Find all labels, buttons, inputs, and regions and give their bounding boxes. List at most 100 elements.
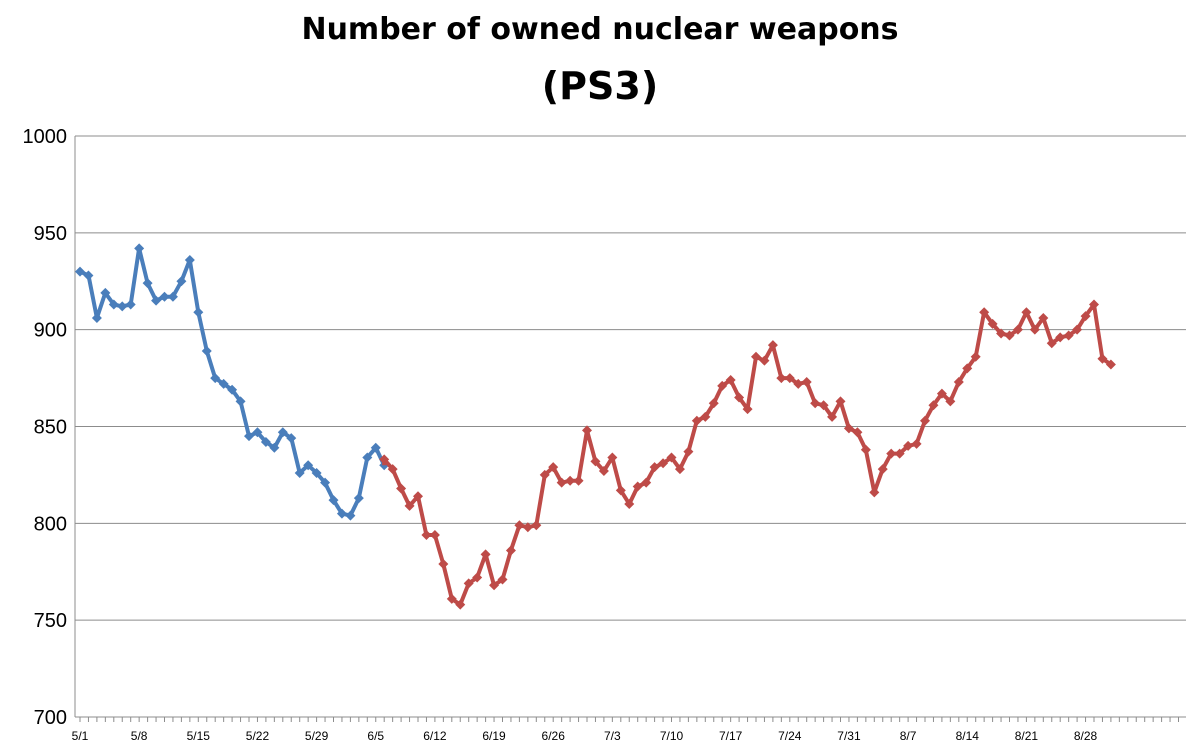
- y-tick-label: 800: [34, 513, 67, 535]
- data-point: [793, 378, 804, 389]
- y-tick-label: 750: [34, 610, 67, 632]
- data-point: [615, 485, 626, 496]
- data-point: [345, 510, 356, 521]
- data-point: [920, 415, 930, 426]
- data-point: [167, 291, 178, 302]
- data-point: [1004, 330, 1015, 341]
- data-point: [911, 438, 922, 449]
- data-point: [776, 373, 787, 384]
- data-point: [286, 433, 297, 444]
- data-point: [1012, 324, 1023, 335]
- data-point: [987, 318, 998, 329]
- data-point: [928, 400, 939, 411]
- y-tick-label: 700: [34, 707, 67, 729]
- data-point: [362, 452, 373, 463]
- data-point: [446, 593, 457, 604]
- x-tick-label: 5/1: [72, 729, 89, 743]
- chart-title-line2: (PS3): [541, 64, 659, 108]
- data-point: [311, 467, 322, 478]
- data-point: [683, 446, 694, 457]
- x-tick-label: 6/19: [482, 729, 506, 743]
- data-point: [370, 442, 381, 453]
- data-point: [573, 475, 584, 486]
- x-tick-label: 6/5: [367, 729, 384, 743]
- data-point: [108, 299, 119, 310]
- data-point: [539, 469, 550, 480]
- data-point: [869, 487, 880, 498]
- data-point: [413, 491, 423, 502]
- x-tick-label: 8/7: [900, 729, 917, 743]
- data-point: [353, 493, 364, 504]
- data-point: [886, 448, 897, 459]
- data-point: [497, 574, 508, 585]
- x-tick-label: 7/24: [778, 729, 802, 743]
- data-point: [193, 307, 204, 318]
- data-point: [184, 254, 195, 265]
- data-point: [801, 376, 812, 387]
- data-point: [751, 351, 761, 362]
- data-point: [336, 508, 347, 519]
- data-point: [1097, 353, 1108, 364]
- x-tick-label: 8/21: [1015, 729, 1039, 743]
- data-point: [894, 448, 905, 459]
- data-point: [142, 278, 153, 289]
- x-tick-label: 7/17: [719, 729, 743, 743]
- data-point: [717, 380, 728, 391]
- data-point: [1063, 330, 1074, 341]
- data-point: [455, 599, 466, 610]
- data-point: [514, 520, 525, 531]
- data-point: [852, 427, 863, 438]
- data-point: [244, 431, 254, 442]
- data-point: [734, 392, 745, 403]
- data-point: [860, 444, 871, 455]
- x-tick-label: 8/28: [1074, 729, 1098, 743]
- data-point: [700, 411, 711, 422]
- data-point: [252, 427, 263, 438]
- data-point: [1080, 311, 1091, 322]
- x-tick-label: 7/31: [837, 729, 861, 743]
- data-point: [827, 411, 838, 422]
- data-point: [522, 522, 533, 533]
- x-tick-label: 5/8: [131, 729, 148, 743]
- data-point: [1038, 313, 1049, 324]
- data-point: [75, 266, 85, 277]
- data-point: [201, 345, 212, 356]
- data-point: [835, 396, 846, 407]
- y-tick-label: 1000: [23, 126, 68, 148]
- data-point: [159, 291, 170, 302]
- data-point: [962, 363, 973, 374]
- data-point: [303, 460, 314, 471]
- data-point: [125, 299, 136, 310]
- data-point: [784, 373, 795, 384]
- y-tick-label: 850: [34, 417, 67, 439]
- data-point: [548, 462, 559, 473]
- data-point: [649, 462, 660, 473]
- data-point: [953, 376, 964, 387]
- data-point: [945, 396, 956, 407]
- data-point: [176, 276, 187, 287]
- x-tick-label: 7/3: [604, 729, 621, 743]
- data-point: [210, 373, 221, 384]
- data-point: [480, 549, 491, 560]
- data-point: [708, 398, 719, 409]
- data-point: [666, 452, 677, 463]
- data-point: [83, 270, 94, 281]
- chart-title-line1: Number of owned nuclear weapons: [301, 12, 899, 47]
- data-point: [818, 400, 829, 411]
- data-point: [936, 388, 947, 399]
- x-tick-label: 5/22: [246, 729, 270, 743]
- data-point: [429, 529, 440, 540]
- data-point: [294, 467, 305, 478]
- data-point: [582, 425, 592, 436]
- data-point: [1105, 359, 1116, 370]
- y-tick-label: 900: [34, 320, 67, 342]
- data-point: [759, 355, 770, 366]
- x-tick-label: 5/29: [305, 729, 329, 743]
- data-point: [607, 452, 618, 463]
- series-line: [382, 302, 1113, 607]
- data-point: [227, 384, 238, 395]
- data-point: [379, 454, 390, 465]
- data-point: [590, 456, 601, 467]
- data-point: [691, 415, 702, 426]
- data-point: [624, 498, 635, 509]
